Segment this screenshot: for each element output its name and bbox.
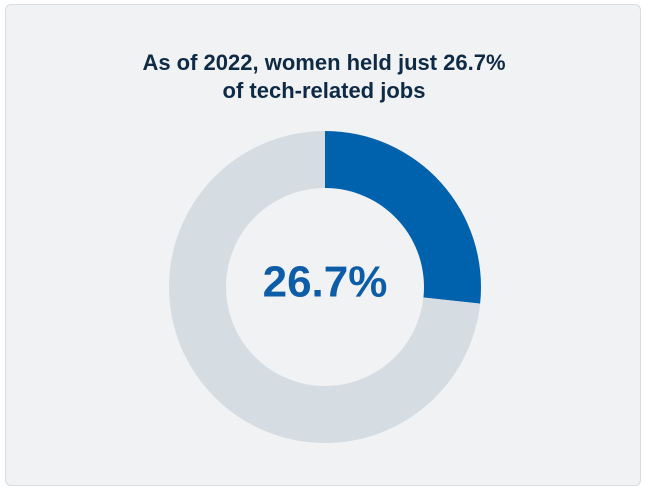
donut-slices <box>169 131 482 443</box>
chart-title-line-2: of tech-related jobs <box>222 78 426 103</box>
chart-title: As of 2022, women held just 26.7% of tec… <box>6 49 642 105</box>
donut-slice-highlight <box>325 131 482 304</box>
donut-chart: 26.7% <box>169 131 482 443</box>
chart-card: As of 2022, women held just 26.7% of tec… <box>5 4 641 486</box>
donut-slice-remainder <box>169 131 481 443</box>
chart-title-line-1: As of 2022, women held just 26.7% <box>142 50 506 75</box>
donut-center-label: 26.7% <box>263 258 388 307</box>
